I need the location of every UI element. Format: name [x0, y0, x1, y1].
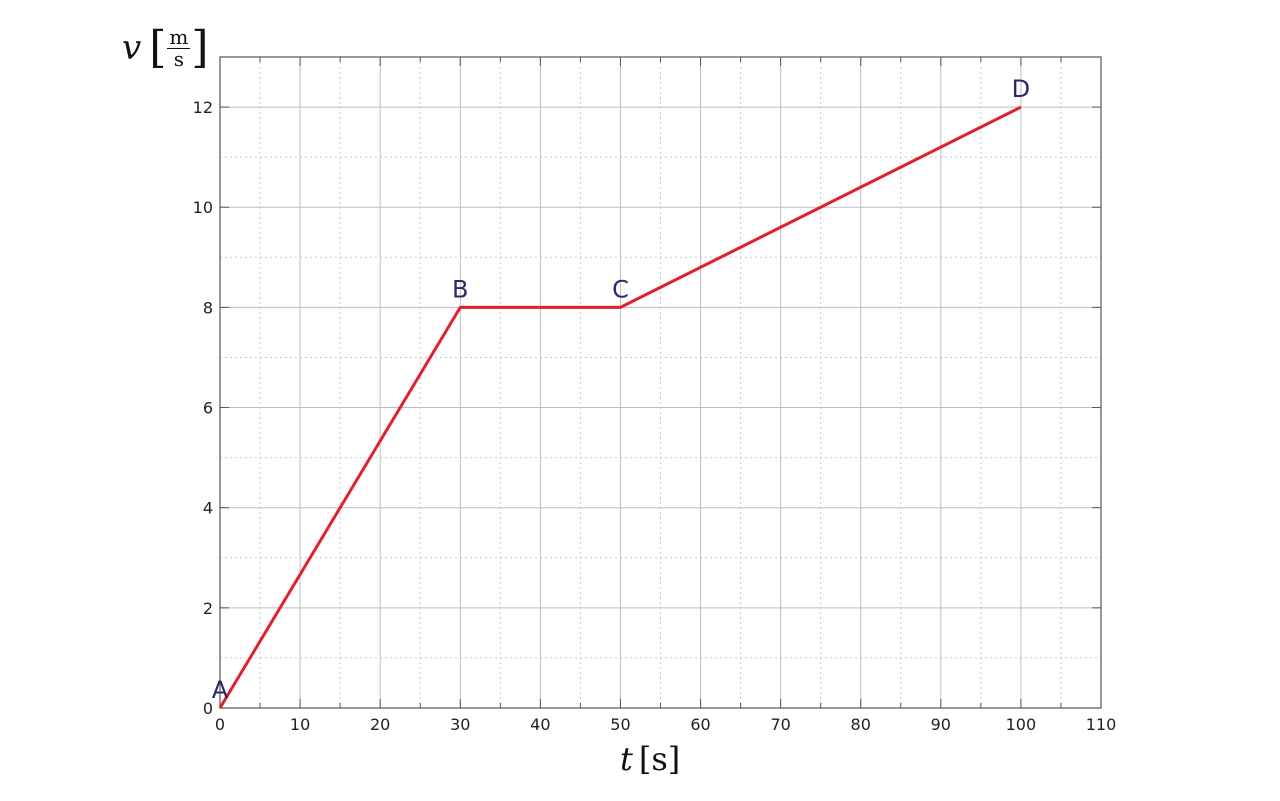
x-tick-label: 20 [370, 715, 390, 734]
point-label-A: A [212, 676, 229, 704]
x-tick-label: 80 [851, 715, 871, 734]
point-label-D: D [1012, 75, 1030, 103]
y-tick-label: 2 [203, 599, 213, 618]
x-axis-label: t [s] [620, 740, 681, 778]
x-tick-label: 100 [1006, 715, 1037, 734]
velocity-line [218, 105, 1022, 709]
y-tick-label: 4 [203, 499, 213, 518]
y-tick-label: 0 [203, 699, 213, 718]
y-tick-label: 6 [203, 399, 213, 418]
y-tick-label: 8 [203, 298, 213, 317]
y-axis-label: v [ m s ] [122, 22, 209, 73]
x-tick-label: 50 [610, 715, 630, 734]
x-tick-label: 110 [1086, 715, 1117, 734]
x-tick-label: 0 [215, 715, 225, 734]
x-tick-label: 90 [931, 715, 951, 734]
plot-frame [219, 56, 1102, 709]
y-axis-unit: m s [167, 24, 191, 71]
y-axis-var: v [122, 28, 142, 68]
point-label-B: B [452, 275, 468, 303]
x-tick-label: 30 [450, 715, 470, 734]
x-tick-label: 70 [770, 715, 790, 734]
y-tick-label: 12 [193, 98, 213, 117]
x-tick-label: 10 [290, 715, 310, 734]
x-tick-label: 60 [690, 715, 710, 734]
x-tick-label: 40 [530, 715, 550, 734]
y-tick-label: 10 [193, 198, 213, 217]
point-label-C: C [612, 275, 629, 303]
